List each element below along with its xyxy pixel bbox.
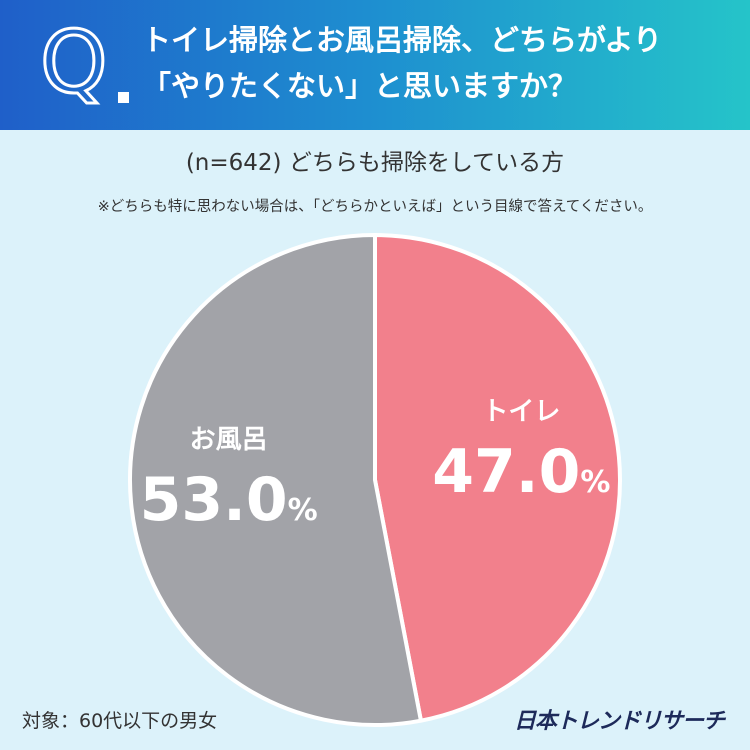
pie-slice-2 <box>128 233 423 727</box>
slice-name-label: トイレ <box>482 397 560 427</box>
pie-slice-1 <box>373 233 622 723</box>
slice-name-label: お風呂 <box>190 425 268 455</box>
question-line-2: 「やりたくない」と思いますか？ <box>142 69 578 103</box>
chart-subtitle: (n=642) どちらも掃除をしている方 <box>185 150 565 176</box>
q-mark-icon: Q <box>39 13 110 113</box>
brand-logo: 日本トレンドリサーチ <box>513 709 725 734</box>
chart-note: ※どちらも特に思わない場合は、「どちらかといえば」という目線で答えてください。 <box>97 199 653 215</box>
survey-target: 対象：60代以下の男女 <box>22 710 218 732</box>
slice-value-label: 47.0% <box>432 437 610 507</box>
q-dot <box>118 92 129 103</box>
question-header: Q トイレ掃除とお風呂掃除、どちらがより 「やりたくない」と思いますか？ <box>0 0 750 130</box>
question-line-1: トイレ掃除とお風呂掃除、どちらがより <box>142 23 662 57</box>
slice-value-label: 53.0% <box>140 465 318 535</box>
